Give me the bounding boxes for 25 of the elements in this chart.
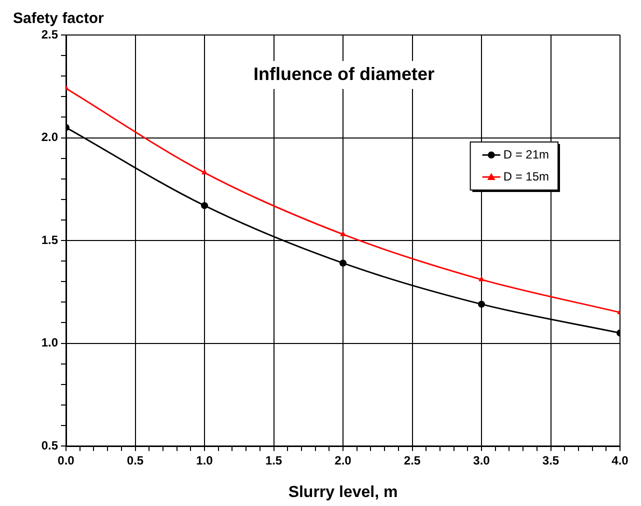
point [201,202,208,210]
x-tick-label: 3.0 [473,454,490,468]
point [478,276,485,282]
x-tick-label: 2.5 [404,454,421,468]
x-tick-label: 0.5 [126,454,144,468]
x-tick-label: 3.5 [542,454,560,468]
y-tick-label: 2.5 [41,27,58,42]
point [478,300,485,308]
x-tick-label: 4.0 [612,454,629,468]
x-axis-title: Slurry level, m [288,484,398,501]
legend-label: D = 15m [503,169,550,184]
x-tick-label: 1.0 [196,454,214,468]
x-tick-label: 2.0 [334,454,352,468]
y-tick-label: 0.5 [41,438,58,452]
point [340,230,346,236]
y-tick-label: 1.0 [41,336,58,350]
y-tick-label: 1.5 [41,232,58,247]
y-axis-title: Safety factor [13,10,104,27]
point [201,169,208,174]
text: Influence of diameter [253,64,435,84]
x-tick-label: 0.0 [58,454,75,468]
x-tick-label: 1.5 [265,454,282,468]
legend-label: D = 21m [503,147,550,162]
y-tick-label: 2.0 [41,130,58,144]
point [340,260,346,267]
